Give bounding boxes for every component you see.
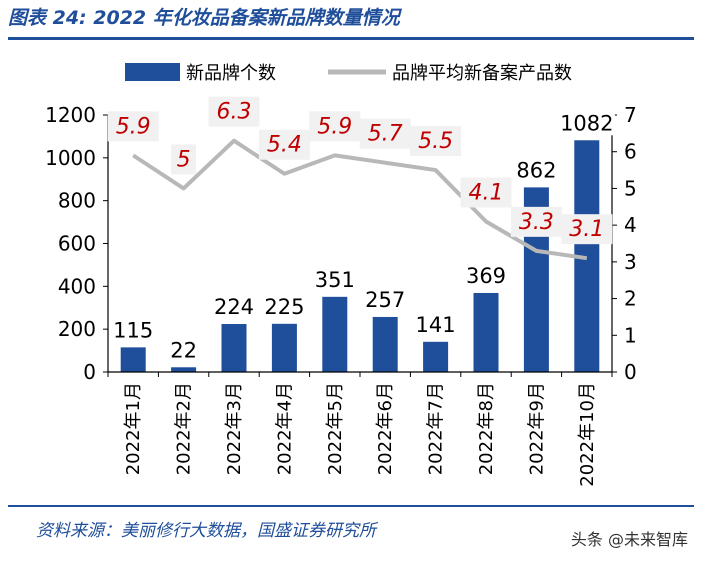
legend-line-label: 品牌平均新备案产品数 [392,63,572,84]
left-axis-tick-label: 0 [83,360,96,384]
bar-label-bg [464,262,508,288]
left-axis-tick-label: 1000 [45,146,96,170]
left-axis-tick-label: 200 [58,317,96,341]
bar [221,324,247,372]
bar-value-label: 862 [516,158,556,182]
bar-label-bg [111,317,156,343]
bar-label-bg [262,293,307,319]
line-value-label: 5.9 [116,114,151,139]
line-label-bg [561,214,613,245]
right-axis-tick-label: 3 [624,250,637,274]
x-axis-tick-label: 2022年5月 [325,382,346,475]
x-axis-tick-label: 2022年8月 [476,382,497,475]
right-axis-tick-label: 4 [624,213,637,237]
line-label-bg [309,111,361,142]
bar-value-label: 22 [170,338,197,362]
left-axis-tick-label: 400 [58,274,96,298]
bar [473,292,499,372]
bar-value-label: 351 [315,268,355,292]
bar [372,316,398,372]
bar-value-label: 224 [214,295,254,319]
x-axis-tick-label: 2022年1月 [123,382,144,475]
bar-label-bg [514,157,559,183]
x-axis-tick-label: 2022年9月 [526,382,547,475]
line-label-bg [460,177,512,208]
line-value-label: 3.3 [519,210,554,235]
line-label-bg [359,118,411,149]
bar-value-label: 369 [466,264,506,288]
legend-bar-swatch [125,63,180,81]
right-axis-tick-label: 5 [624,176,637,200]
line-label-bg [208,96,260,127]
bar-value-label: 225 [264,295,304,319]
bar [322,296,348,372]
right-axis: 0 1 2 3 4 5 6 7 [611,103,637,384]
legend: 新品牌个数 品牌平均新备案产品数 [125,63,572,84]
right-axis-tick-label: 7 [624,103,637,127]
x-axis-tick-label: 2022年10月 [577,382,598,487]
bar-label-bg [558,110,615,136]
source-note: 资料来源：美丽修行大数据，国盛证券研究所 [36,521,376,541]
line-value-label: 5.5 [418,129,453,154]
right-axis-tick-label: 2 [624,287,637,311]
bar-label-bg [212,294,256,320]
line-value-label: 5.7 [368,122,403,147]
bar [271,323,297,372]
line-value-label: 5 [177,147,191,172]
line-value-label: 5.9 [317,114,352,139]
x-axis-tick-label: 2022年6月 [375,382,396,475]
right-axis-tick-label: 6 [624,140,637,164]
line-value-label: 6.3 [217,100,252,125]
bar-value-label: 141 [416,313,456,337]
left-axis-tick-label: 1200 [45,103,96,127]
title-rule [8,37,694,40]
left-axis-tick-label: 600 [58,232,96,256]
bar-label-bg [413,311,458,337]
right-axis-tick-label: 1 [624,323,637,347]
line-label-bg [410,126,462,157]
footer-rule [8,505,694,507]
bar-value-label: 115 [113,318,153,342]
bar-label-bg [167,337,200,363]
line-label-bg [107,111,159,142]
x-axis-tick-label: 2022年4月 [274,382,295,475]
figure-title: 图表 24: 2022 年化妆品备案新品牌数量情况 [8,7,400,29]
bar [120,347,146,372]
bar [171,367,197,372]
left-axis: 0 200 400 600 800 1000 1200 [45,103,109,384]
watermark: 头条 @未来智库 [570,530,688,549]
bar-value-label: 1082 [560,111,613,135]
bar-label-bg [363,286,408,312]
bar [423,341,449,372]
line-label-bg [258,129,310,160]
left-axis-tick-label: 800 [58,189,96,213]
line-value-label: 4.1 [469,180,504,205]
legend-bar-label: 新品牌个数 [186,63,276,84]
bar-value-label: 257 [365,288,405,312]
right-axis-tick-label: 0 [624,360,637,384]
line-series: 5.9 5 6.3 5.4 5.9 5.7 5.5 4.1 3.3 3.1 [107,96,613,261]
line-label-bg [171,144,197,175]
line-value-label: 3.1 [569,217,604,242]
x-axis-tick-label: 2022年3月 [224,382,245,475]
x-axis: 2022年1月 2022年2月 2022年3月 2022年4月 2022年5月 2022年… [107,371,613,487]
line-label-bg [510,206,562,237]
x-axis-tick-label: 2022年2月 [174,382,195,475]
x-axis-tick-label: 2022年7月 [426,382,447,475]
line-value-label: 5.4 [267,133,302,158]
bar-label-bg [312,266,357,292]
